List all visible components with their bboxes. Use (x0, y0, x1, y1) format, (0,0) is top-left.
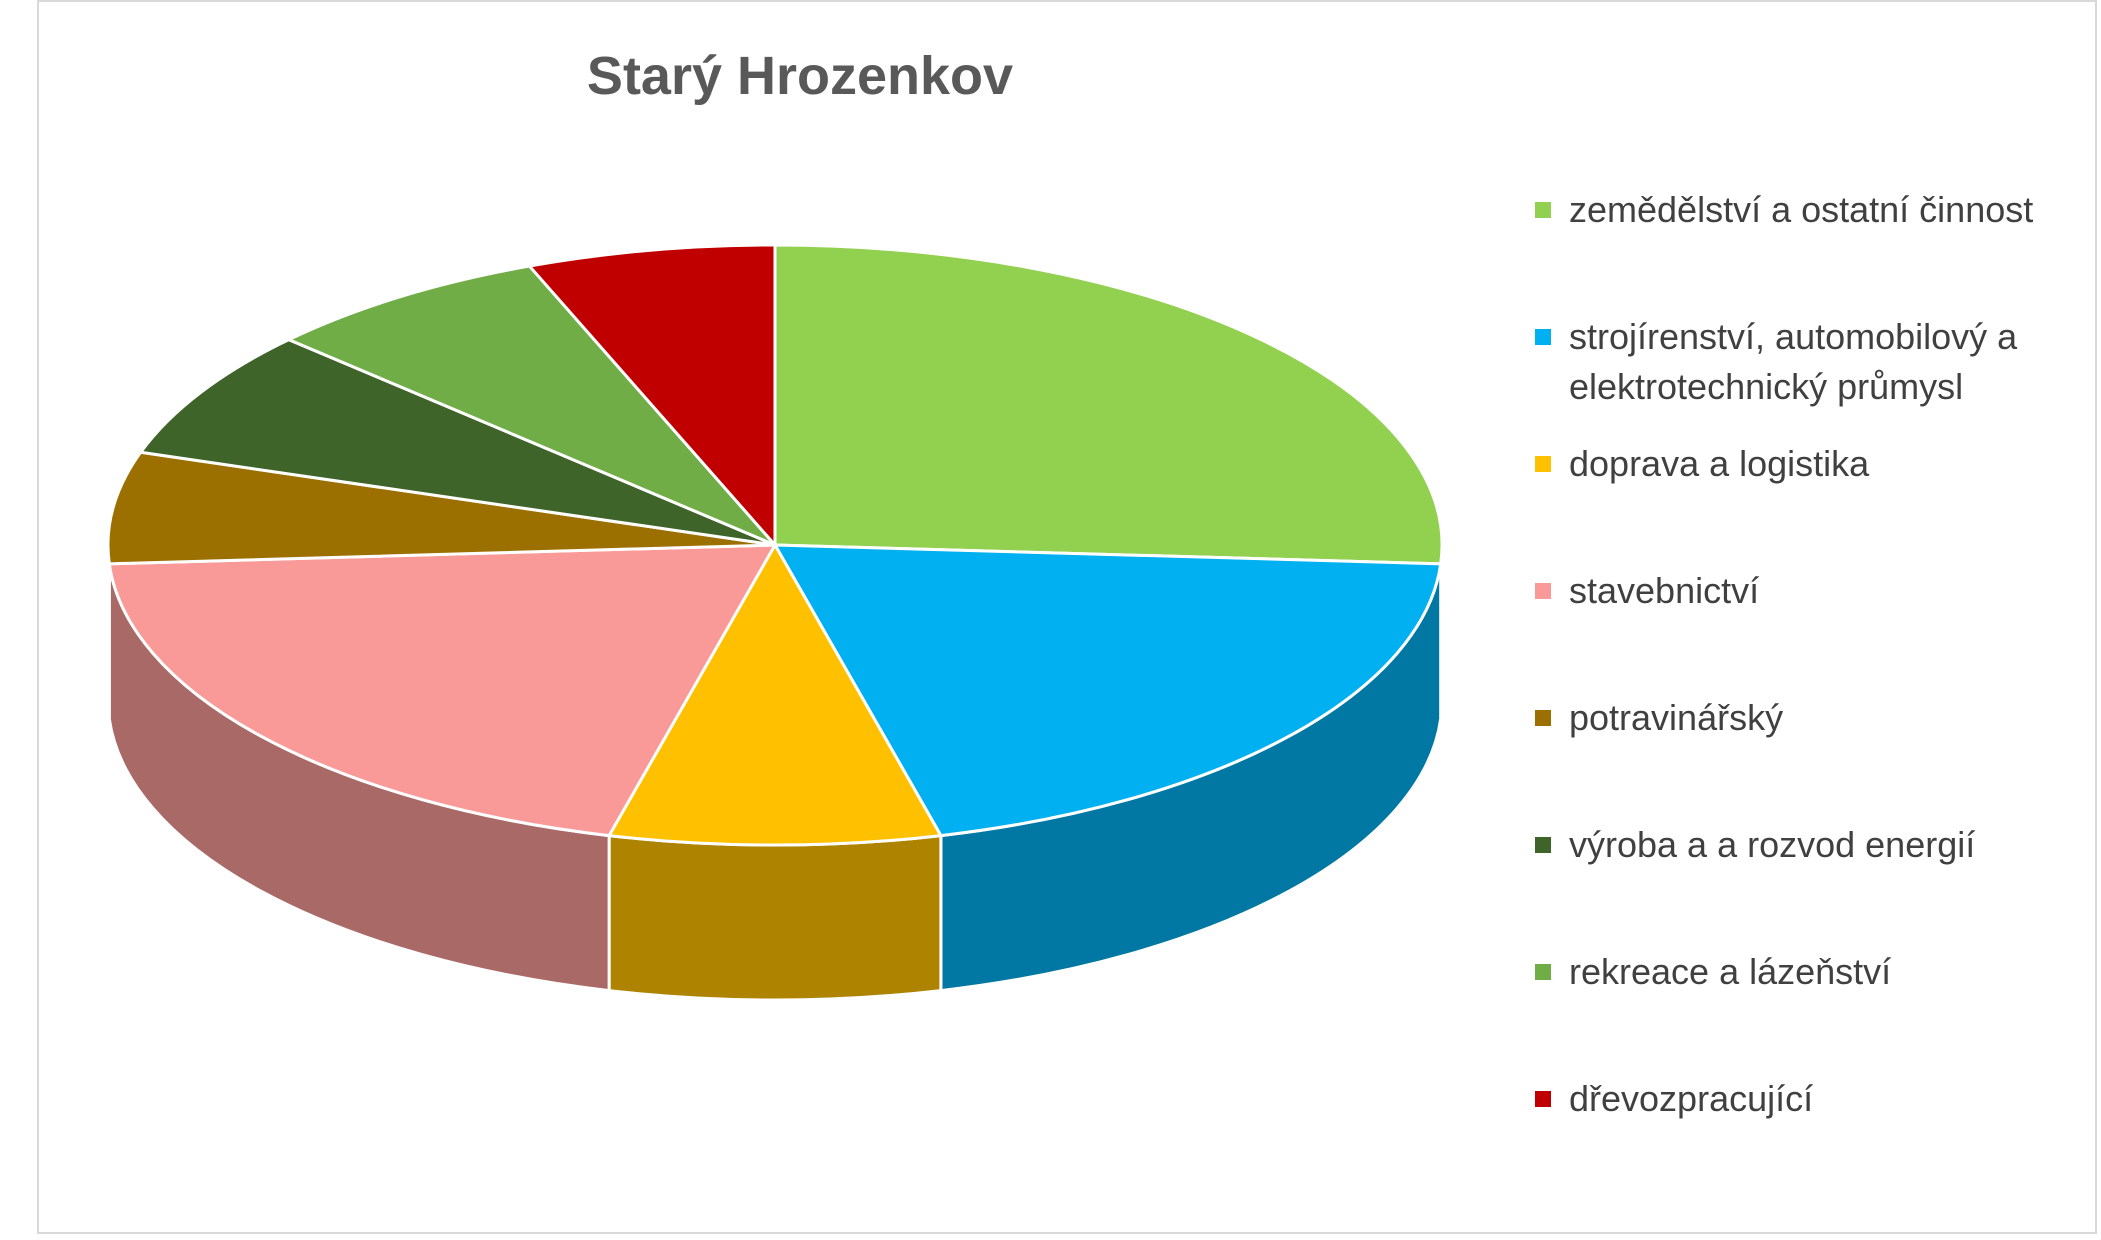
legend-label: potravinářský (1569, 697, 1784, 738)
chart-title: Starý Hrozenkov (586, 46, 1014, 106)
pie-side (607, 833, 943, 1002)
legend-swatch (1535, 456, 1551, 472)
legend-swatch (1535, 710, 1551, 726)
legend-item: výroba a a rozvod energií (1535, 820, 2075, 947)
chart-frame (37, 0, 2097, 1234)
pie-area (106, 243, 1444, 1002)
pie-slice (526, 243, 777, 549)
pie-slice (106, 450, 776, 566)
legend-item: zemědělství a ostatní činnost (1535, 185, 2075, 312)
legend-swatch (1535, 1091, 1551, 1107)
legend-label: rekreace a lázeňství (1569, 951, 1892, 992)
legend-item: stavebnictví (1535, 566, 2075, 693)
pie-slice (773, 243, 1444, 566)
legend-swatch (1535, 329, 1551, 345)
pie-slice (107, 543, 778, 838)
legend-swatch (1535, 837, 1551, 853)
legend: zemědělství a ostatní činnost strojírenst… (1535, 185, 2075, 1201)
legend-item: potravinářský (1535, 693, 2075, 820)
pie-slice (772, 543, 1443, 838)
legend-item: strojírenství, automobilový a elektrotec… (1535, 312, 2075, 439)
legend-item: rekreace a lázeňství (1535, 947, 2075, 1074)
legend-label: doprava a logistika (1569, 443, 1870, 484)
legend-swatch (1535, 964, 1551, 980)
pie-slice (606, 541, 944, 847)
legend-label: výroba a a rozvod energií (1569, 824, 1976, 865)
legend-item: dřevozpracující (1535, 1074, 2075, 1201)
pie-slice (137, 337, 776, 547)
legend-item: doprava a logistika (1535, 439, 2075, 566)
legend-label: stavebnictví (1569, 570, 1760, 611)
legend-swatch (1535, 202, 1551, 218)
legend-label: zemědělství a ostatní činnost (1569, 189, 2034, 230)
legend-swatch (1535, 583, 1551, 599)
legend-label: dřevozpracující (1569, 1078, 1814, 1119)
pie-slice (285, 264, 777, 547)
legend-label: strojírenství, automobilový a elektrotec… (1569, 316, 2018, 407)
